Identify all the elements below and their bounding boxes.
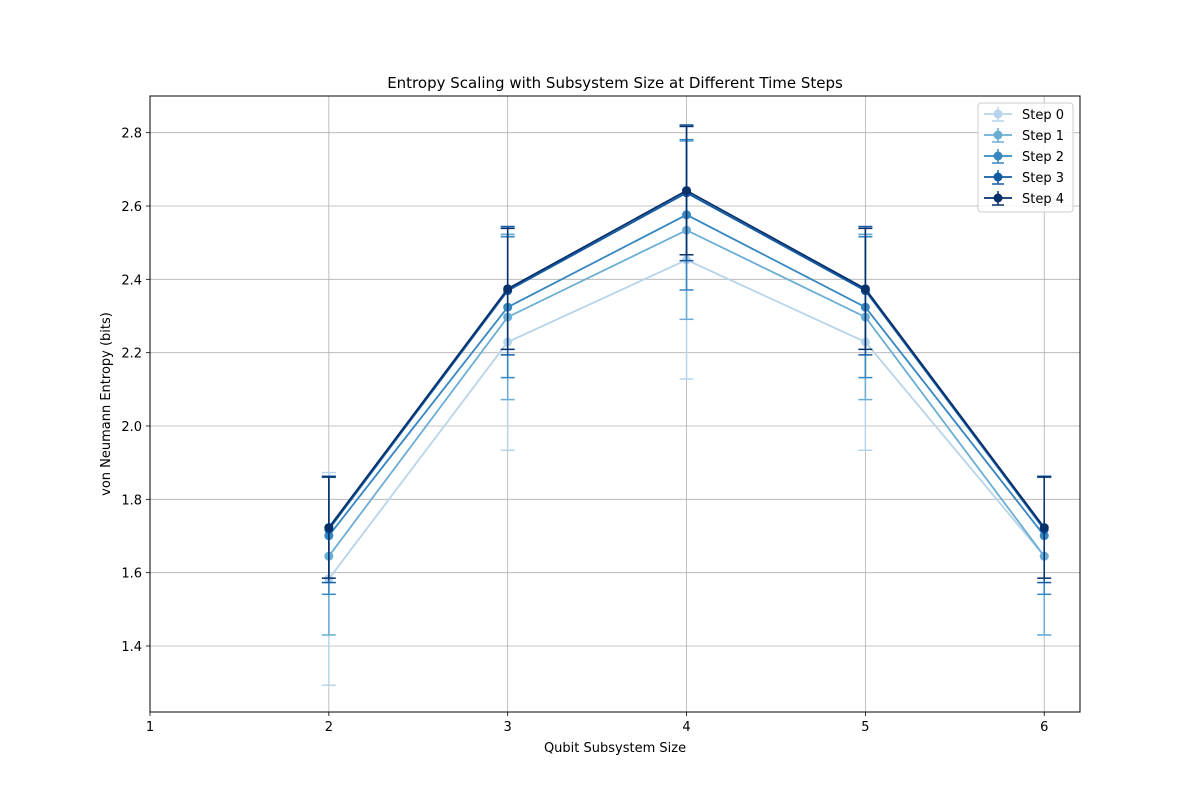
legend-item: Step 2	[984, 149, 1064, 165]
legend-item: Step 1	[984, 128, 1064, 144]
tick-layer: 1 2 3 4 5 6 1.4 1.6 1.8 2.0 2.2 2.4 2.6 2.8	[121, 127, 1048, 735]
legend-swatch-marker	[993, 151, 1003, 161]
x-tick-label: 3	[504, 720, 512, 735]
data-point	[503, 284, 513, 294]
y-tick-label: 2.2	[121, 347, 142, 362]
x-tick-label: 4	[682, 720, 690, 735]
x-tick-label: 5	[861, 720, 869, 735]
plot-frame	[149, 95, 1081, 713]
data-point	[682, 186, 692, 196]
chart-title: Entropy Scaling with Subsystem Size at D…	[387, 74, 843, 92]
y-tick-label: 1.8	[121, 493, 142, 508]
y-tick-label: 2.6	[121, 200, 142, 215]
x-tick-label: 6	[1040, 720, 1048, 735]
legend-swatch-marker	[993, 130, 1003, 140]
legend-swatch-marker	[993, 109, 1003, 119]
series-layer	[321, 124, 1052, 686]
legend-item: Step 0	[984, 107, 1064, 123]
y-tick-label: 2.4	[121, 273, 142, 288]
legend: Step 0 Step 1 Step 2 Step 3 Step 4	[977, 102, 1074, 213]
legend-label: Step 0	[1022, 108, 1064, 123]
y-axis-label: von Neumann Entropy (bits)	[99, 312, 114, 496]
legend-swatch-marker	[993, 172, 1003, 182]
data-point	[860, 284, 870, 294]
legend-item: Step 4	[984, 191, 1064, 207]
y-tick-label: 1.4	[121, 640, 142, 655]
x-tick-label: 2	[325, 720, 333, 735]
y-tick-label: 2.8	[121, 127, 142, 142]
legend-label: Step 4	[1022, 192, 1064, 207]
legend-label: Step 1	[1022, 129, 1064, 144]
series-4	[321, 125, 1052, 579]
y-tick-label: 2.0	[121, 420, 142, 435]
x-axis-label: Qubit Subsystem Size	[544, 741, 686, 756]
data-point	[1039, 523, 1049, 533]
legend-label: Step 2	[1022, 150, 1064, 165]
data-point	[324, 523, 334, 533]
legend-item: Step 3	[984, 170, 1064, 186]
legend-label: Step 3	[1022, 171, 1064, 186]
legend-swatch-marker	[993, 193, 1003, 203]
y-tick-label: 1.6	[121, 567, 142, 582]
x-tick-label: 1	[146, 720, 154, 735]
